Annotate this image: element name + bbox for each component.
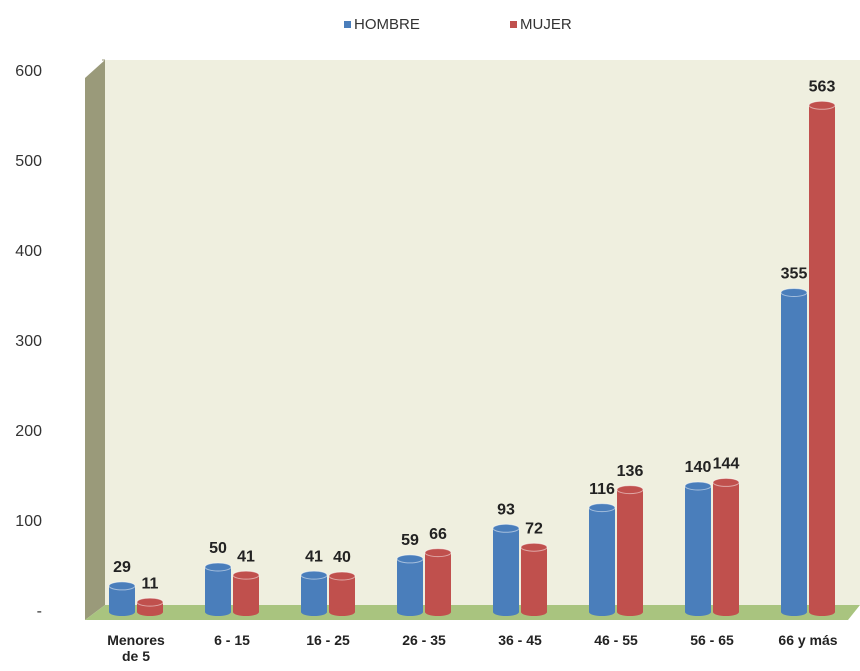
bar-base bbox=[425, 608, 451, 616]
bar-base bbox=[137, 608, 163, 616]
legend-swatch bbox=[510, 21, 517, 28]
bar-base bbox=[617, 608, 643, 616]
x-tick-label: Menores de 5 bbox=[107, 632, 165, 664]
bar-cap bbox=[328, 571, 356, 581]
bar bbox=[713, 482, 739, 612]
bar-base bbox=[205, 608, 231, 616]
value-label: 140 bbox=[685, 459, 712, 476]
x-tick-label: 26 - 35 bbox=[402, 632, 446, 648]
value-label: 72 bbox=[525, 520, 543, 537]
y-tick-label: 400 bbox=[15, 243, 42, 260]
x-tick-label: 46 - 55 bbox=[594, 632, 638, 648]
bar-base bbox=[233, 608, 259, 616]
value-label: 116 bbox=[589, 481, 615, 498]
legend-label: MUJER bbox=[520, 16, 572, 33]
value-label: 355 bbox=[781, 266, 808, 283]
value-label: 50 bbox=[209, 540, 227, 557]
y-tick-label: 100 bbox=[15, 513, 42, 530]
bar bbox=[397, 558, 423, 612]
x-tick-label: 36 - 45 bbox=[498, 632, 542, 648]
bar-cap bbox=[232, 570, 260, 580]
bar bbox=[617, 489, 643, 612]
bar-cap bbox=[684, 481, 712, 491]
bar-cap bbox=[136, 597, 164, 607]
bar-cap bbox=[396, 554, 424, 564]
bar-cap bbox=[520, 542, 548, 552]
bar bbox=[589, 507, 615, 612]
bar-cap bbox=[588, 503, 616, 513]
bar-cap bbox=[204, 562, 232, 572]
value-label: 11 bbox=[142, 575, 159, 592]
x-tick-label: 66 y más bbox=[778, 632, 838, 648]
bar-cap bbox=[300, 570, 328, 580]
bar-base bbox=[397, 608, 423, 616]
x-tick-label: 56 - 65 bbox=[690, 632, 734, 648]
value-label: 93 bbox=[497, 502, 515, 519]
bar bbox=[521, 547, 547, 612]
bar-base bbox=[329, 608, 355, 616]
bar bbox=[329, 576, 355, 612]
value-label: 41 bbox=[237, 548, 255, 565]
bar-base bbox=[713, 608, 739, 616]
bar bbox=[137, 602, 163, 612]
value-label: 563 bbox=[809, 79, 836, 96]
y-tick-label: - bbox=[37, 603, 42, 620]
bar-cap bbox=[780, 288, 808, 297]
legend-label: HOMBRE bbox=[354, 16, 420, 33]
bar-cap bbox=[712, 477, 740, 487]
legend-swatch bbox=[344, 21, 351, 28]
bar bbox=[233, 575, 259, 612]
value-label: 41 bbox=[305, 548, 323, 565]
bar bbox=[809, 105, 835, 613]
bar-base bbox=[809, 608, 835, 616]
bar bbox=[205, 567, 231, 612]
value-label: 66 bbox=[429, 526, 447, 543]
back-wall bbox=[105, 60, 860, 605]
y-tick-label: 600 bbox=[15, 63, 42, 80]
value-label: 144 bbox=[713, 456, 740, 473]
bar bbox=[685, 486, 711, 612]
value-label: 40 bbox=[333, 549, 351, 566]
bar-base bbox=[301, 608, 327, 616]
bar-base bbox=[109, 608, 135, 616]
y-tick-label: 200 bbox=[15, 423, 42, 440]
bar-cap bbox=[808, 100, 836, 110]
value-label: 29 bbox=[113, 559, 131, 576]
bar-cap bbox=[108, 581, 136, 591]
bar-cap bbox=[616, 485, 644, 495]
bar-base bbox=[589, 608, 615, 616]
bar-base bbox=[685, 608, 711, 616]
bar-base bbox=[781, 608, 807, 616]
bar bbox=[425, 552, 451, 612]
bar bbox=[781, 292, 807, 612]
bar-cap bbox=[492, 523, 520, 533]
bar bbox=[301, 575, 327, 612]
bar-cap bbox=[424, 548, 452, 558]
value-label: 136 bbox=[617, 463, 644, 480]
bar-base bbox=[493, 608, 519, 616]
value-label: 59 bbox=[401, 532, 419, 549]
y-tick-label: 500 bbox=[15, 153, 42, 170]
x-tick-label: 6 - 15 bbox=[214, 632, 250, 648]
y-tick-label: 300 bbox=[15, 333, 42, 350]
bar-base bbox=[521, 608, 547, 616]
bar bbox=[493, 528, 519, 612]
side-wall bbox=[85, 60, 105, 620]
x-tick-label: 16 - 25 bbox=[306, 632, 350, 648]
floor bbox=[85, 605, 860, 620]
